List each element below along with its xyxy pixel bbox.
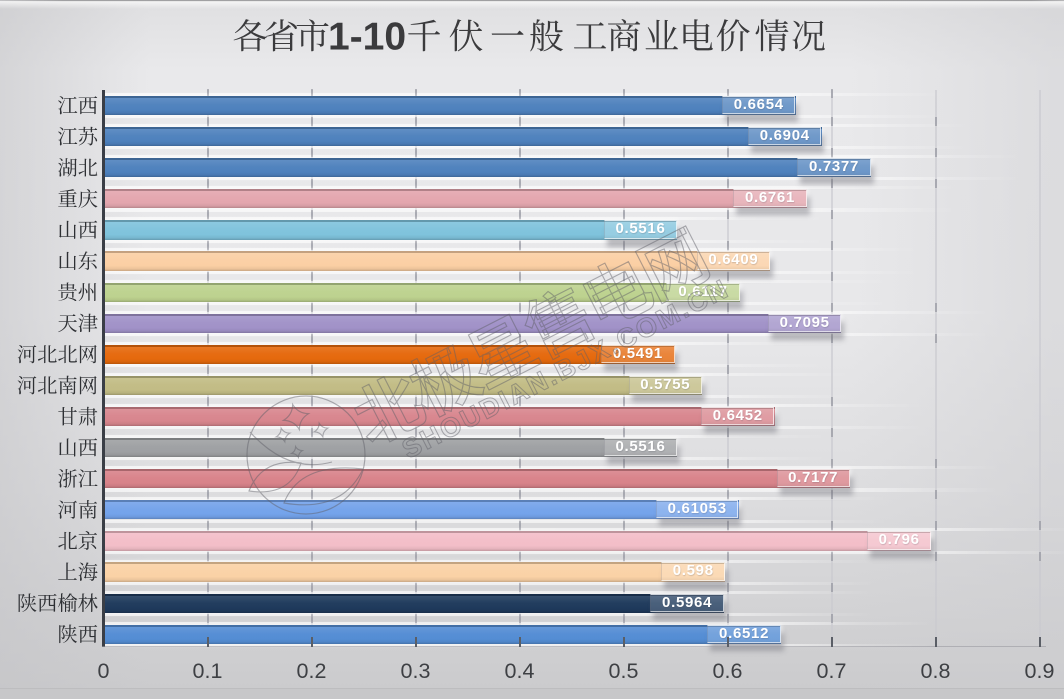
svg-text:SHOUDIAN.BJX.COM.CN: SHOUDIAN.BJX.COM.CN [397, 273, 734, 464]
